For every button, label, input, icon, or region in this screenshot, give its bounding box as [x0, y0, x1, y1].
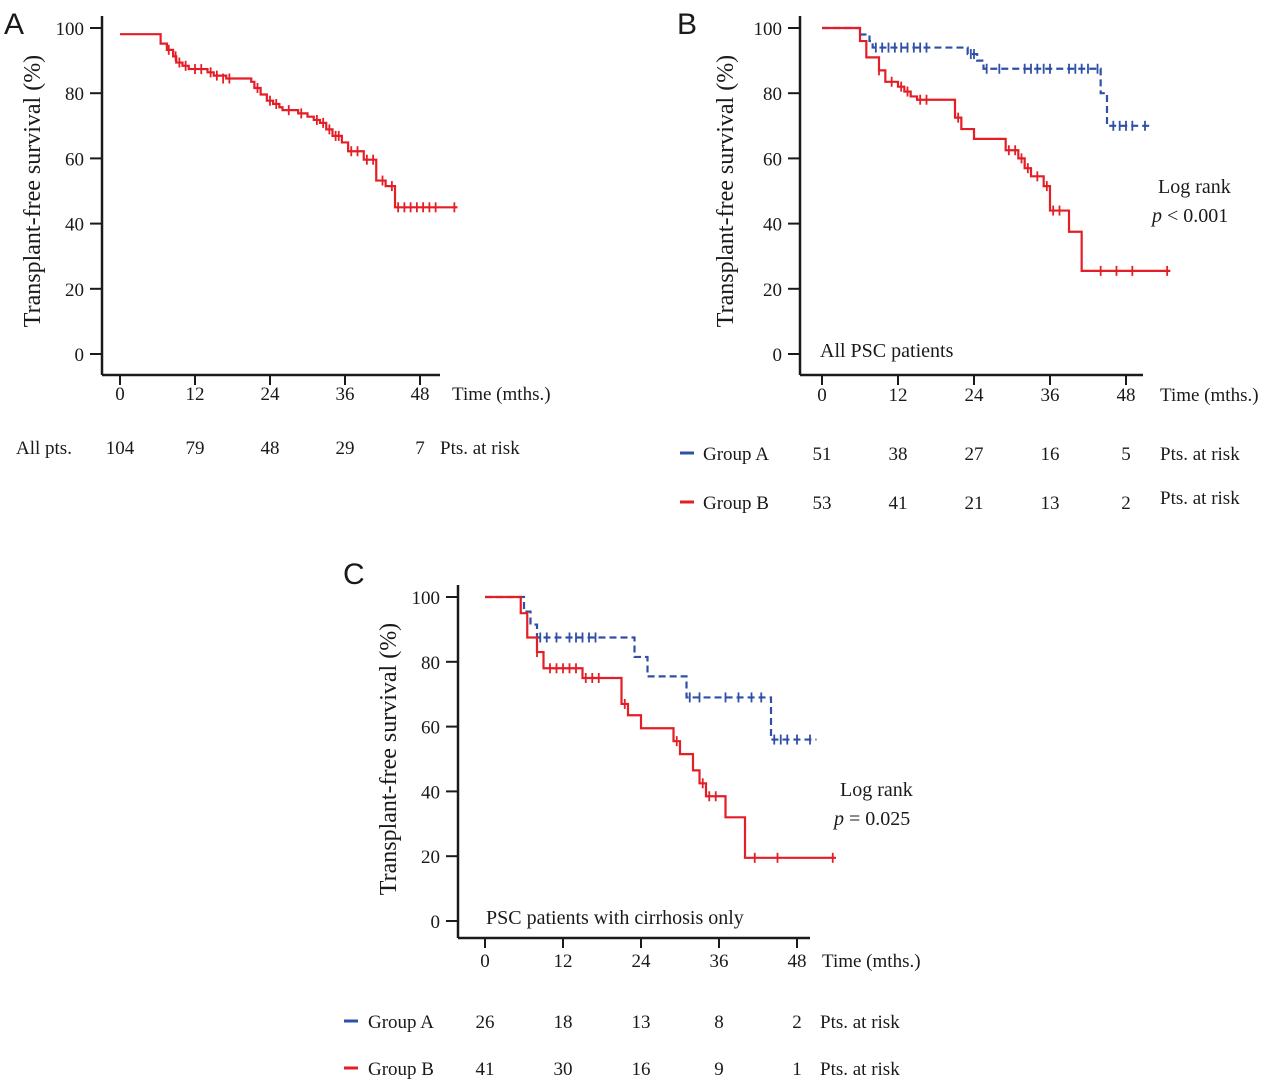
y-tick-label: 0 — [773, 345, 783, 366]
km-curve-all — [120, 33, 458, 209]
y-tick-label: 100 — [412, 588, 441, 609]
y-tick-label: 80 — [65, 84, 84, 105]
risk-count: 13 — [1041, 493, 1060, 514]
risk-count: 79 — [186, 438, 205, 459]
risk-count: 18 — [554, 1012, 573, 1033]
x-tick-label: 12 — [186, 384, 205, 405]
risk-row-label: All pts. — [16, 438, 72, 459]
x-tick-label: 24 — [261, 384, 281, 405]
risk-count: 41 — [476, 1059, 495, 1080]
x-tick-label: 36 — [710, 951, 729, 972]
panel-b: B 0 20 40 60 80 100 0 12 24 36 48 Time (mths.) Trans… — [677, 8, 1259, 514]
risk-suffix: Pts. at risk — [440, 438, 520, 459]
panel-b-risk-table: Group A 51 38 27 16 5 Pts. at risk Group B 53 41 2… — [680, 444, 1240, 514]
risk-count: 8 — [714, 1012, 724, 1033]
risk-row-label: Group A — [703, 444, 769, 465]
panel-c-plot: 0 20 40 60 80 100 0 12 24 36 48 Time (mths.) Transpl… — [376, 585, 921, 972]
x-tick-label: 48 — [1117, 385, 1136, 406]
x-tick-label: 0 — [115, 384, 125, 405]
risk-count: 16 — [1041, 444, 1060, 465]
risk-suffix: Pts. at risk — [1160, 444, 1240, 465]
cohort-label: All PSC patients — [820, 340, 954, 362]
y-axis-title: Transplant-free survival (%) — [20, 55, 46, 327]
x-tick-label: 48 — [788, 951, 807, 972]
panel-a: A 0 20 40 60 80 100 0 12 24 36 48 Time (mths.) Trans… — [4, 8, 551, 459]
y-tick-label: 20 — [763, 280, 782, 301]
x-axis-title: Time (mths.) — [822, 951, 921, 972]
y-tick-label: 80 — [763, 84, 782, 105]
y-axis-title: Transplant-free survival (%) — [376, 623, 402, 895]
panel-a-plot: 0 20 40 60 80 100 0 12 24 36 48 Time (mths.) Transpl… — [20, 16, 551, 405]
risk-suffix: Pts. at risk — [1160, 488, 1240, 509]
x-tick-label: 0 — [817, 385, 827, 406]
y-tick-label: 100 — [56, 19, 85, 40]
risk-count: 21 — [965, 493, 984, 514]
risk-row-label: Group B — [703, 493, 769, 514]
y-tick-label: 80 — [421, 653, 440, 674]
panel-c-risk-table: Group A 26 18 13 8 2 Pts. at risk Group B 41 30 16… — [344, 1012, 900, 1080]
risk-count: 48 — [261, 438, 280, 459]
risk-count: 53 — [813, 493, 832, 514]
risk-count: 5 — [1121, 444, 1131, 465]
risk-count: 29 — [336, 438, 355, 459]
risk-count: 41 — [889, 493, 908, 514]
panel-letter-b: B — [677, 8, 697, 41]
x-tick-label: 24 — [632, 951, 652, 972]
risk-count: 104 — [106, 438, 135, 459]
risk-count: 38 — [889, 444, 908, 465]
y-tick-label: 20 — [65, 280, 84, 301]
risk-count: 2 — [1121, 493, 1131, 514]
risk-count: 26 — [476, 1012, 495, 1033]
risk-row-label: Group B — [368, 1059, 434, 1080]
y-tick-label: 100 — [754, 19, 783, 40]
x-axis-title: Time (mths.) — [452, 384, 551, 405]
risk-count: 7 — [415, 438, 425, 459]
risk-count: 13 — [632, 1012, 651, 1033]
risk-count: 9 — [714, 1059, 724, 1080]
risk-count: 1 — [792, 1059, 802, 1080]
p-value-label: p = 0.025 — [832, 808, 910, 830]
risk-row-label: Group A — [368, 1012, 434, 1033]
risk-count: 51 — [813, 444, 832, 465]
risk-count: 27 — [965, 444, 984, 465]
y-tick-label: 40 — [65, 215, 84, 236]
x-tick-label: 24 — [965, 385, 985, 406]
risk-count: 30 — [554, 1059, 573, 1080]
y-tick-label: 60 — [421, 718, 440, 739]
x-tick-label: 36 — [1041, 385, 1060, 406]
x-axis-title: Time (mths.) — [1160, 385, 1259, 406]
risk-suffix: Pts. at risk — [820, 1012, 900, 1033]
cohort-label: PSC patients with cirrhosis only — [486, 907, 744, 929]
y-tick-label: 0 — [431, 912, 441, 933]
y-axis-title: Transplant-free survival (%) — [713, 55, 739, 327]
log-rank-label: Log rank — [1158, 176, 1231, 198]
y-tick-label: 20 — [421, 847, 440, 868]
km-curve-a — [822, 26, 1152, 127]
risk-count: 16 — [632, 1059, 651, 1080]
panel-letter-a: A — [4, 8, 24, 41]
risk-suffix: Pts. at risk — [820, 1059, 900, 1080]
panel-letter-c: C — [343, 558, 365, 591]
x-tick-label: 12 — [889, 385, 908, 406]
y-tick-label: 60 — [65, 149, 84, 170]
x-tick-label: 12 — [554, 951, 573, 972]
x-tick-label: 36 — [336, 384, 355, 405]
risk-count: 2 — [792, 1012, 802, 1033]
km-curve-b — [485, 595, 836, 859]
km-curve-b — [822, 26, 1171, 272]
log-rank-label: Log rank — [840, 779, 913, 801]
x-tick-label: 48 — [411, 384, 430, 405]
km-curve-a — [485, 595, 817, 741]
y-tick-label: 60 — [763, 149, 782, 170]
panel-b-plot: 0 20 40 60 80 100 0 12 24 36 48 Time (mths.) Transpl… — [713, 16, 1259, 406]
y-tick-label: 40 — [763, 215, 782, 236]
x-tick-label: 0 — [480, 951, 490, 972]
y-tick-label: 40 — [421, 782, 440, 803]
panel-a-risk-table: All pts. 104 79 48 29 7 Pts. at risk — [16, 438, 520, 459]
p-value-label: p < 0.001 — [1150, 205, 1228, 227]
y-tick-label: 0 — [75, 345, 85, 366]
